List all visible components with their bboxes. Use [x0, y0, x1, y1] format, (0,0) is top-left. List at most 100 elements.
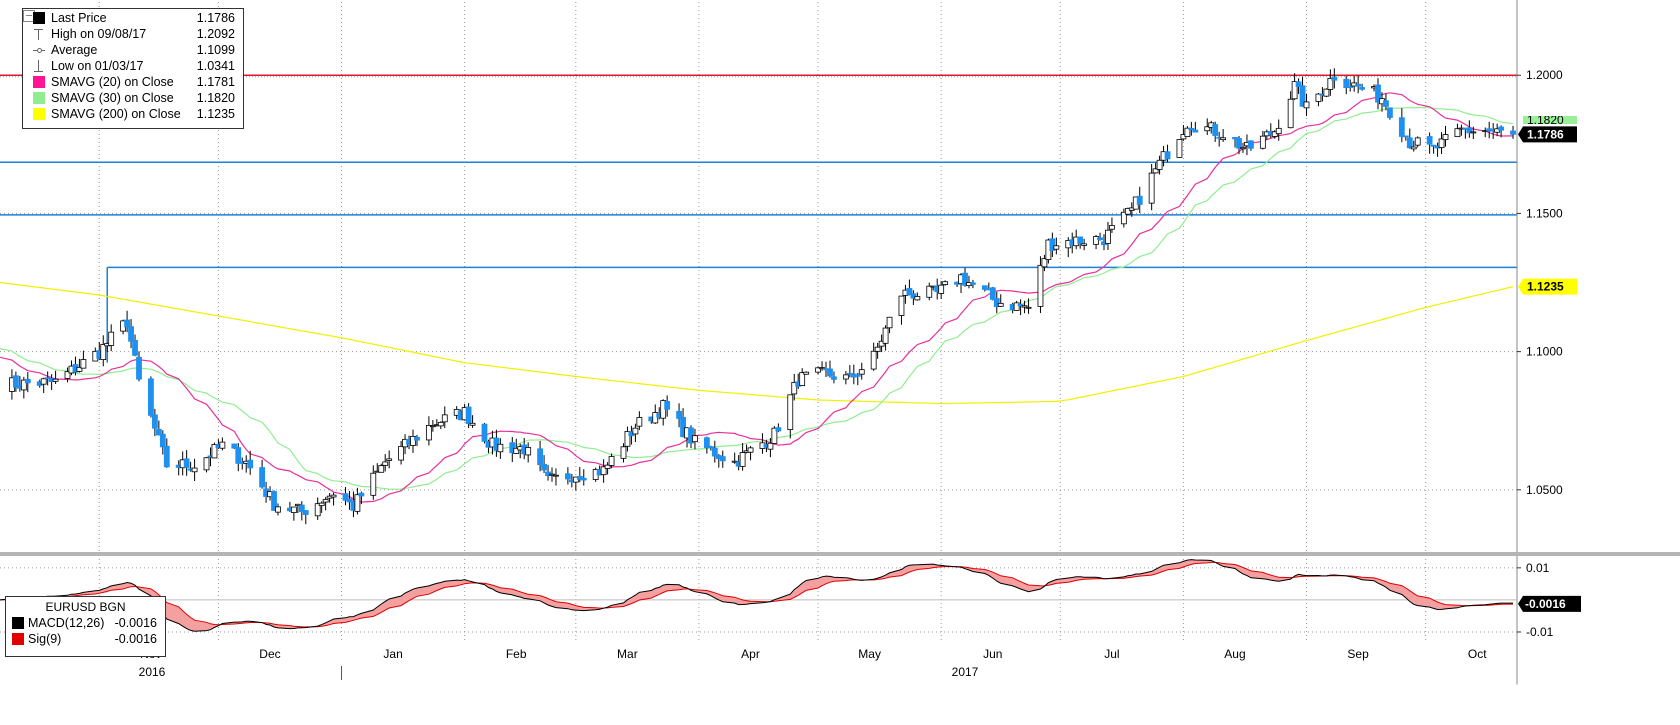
candle-down [163, 445, 170, 468]
candle-down [1510, 130, 1516, 135]
candle-down [358, 492, 365, 497]
candle-up [874, 346, 881, 352]
main-legend[interactable]: Last Price 1.1786 High on 09/08/17 1.2092 Av… [22, 8, 244, 129]
candle-up [803, 371, 810, 375]
macd-legend[interactable]: EURUSD BGN MACD(12,26) -0.0016 Sig(9) -0.00… [5, 596, 166, 657]
legend-swatch [33, 12, 45, 24]
candle-down [247, 459, 254, 469]
candle-up [40, 378, 47, 385]
candle-up [692, 435, 698, 443]
legend-row: SMAVG (200) on Close 1.1235 [23, 106, 243, 122]
candle-up [815, 367, 821, 373]
candle-up [600, 466, 607, 476]
candle-up [842, 374, 849, 380]
candle-up [437, 421, 444, 427]
candle-up [513, 447, 520, 454]
legend-label: Average [51, 43, 98, 57]
candle-down [827, 368, 833, 377]
legend-value: 1.1781 [196, 75, 235, 89]
macd-y-tick-label: 0.01 [1526, 561, 1550, 575]
candle-down [298, 504, 305, 513]
candle-up [1176, 139, 1183, 158]
macd-legend-row: MACD(12,26) -0.0016 [6, 615, 165, 631]
candle-up [767, 442, 774, 450]
candle-down [1430, 144, 1437, 147]
legend-value: -0.0016 [114, 632, 157, 646]
candle-up [1259, 135, 1266, 149]
candle-up [20, 379, 27, 391]
candle-down [537, 448, 543, 466]
candle-up [469, 422, 476, 426]
candle-down [576, 476, 583, 480]
macd-value-tag-label: -0.0016 [1525, 597, 1566, 611]
candle-up [382, 461, 389, 466]
sma30-value-tag [1523, 115, 1577, 124]
legend-swatch [12, 617, 24, 629]
candle-up [1037, 264, 1044, 307]
candle-up [1148, 172, 1155, 204]
sma30-line [0, 106, 1514, 490]
candle-up [652, 412, 659, 424]
candle-down [711, 447, 718, 457]
candle-up [1109, 225, 1115, 230]
candle-down [259, 467, 265, 488]
candle-up [1240, 147, 1246, 150]
candle-up [553, 474, 559, 477]
candle-down [906, 288, 913, 296]
candle-down [1136, 195, 1143, 205]
legend-swatch [33, 76, 45, 88]
macd-line [0, 559, 1513, 632]
candle-down [707, 446, 714, 449]
candle-up [425, 424, 432, 441]
macd-signal-fill [0, 559, 1513, 632]
price-candles [9, 68, 1516, 525]
candle-down [1383, 100, 1389, 107]
candle-up [799, 372, 806, 386]
candle-down [564, 473, 571, 480]
legend-label: SMAVG (30) on Close [51, 91, 174, 105]
candle-up [497, 443, 504, 453]
candle-up [203, 457, 210, 471]
candle-down [970, 282, 976, 285]
candle-up [878, 340, 885, 347]
sma20-line [0, 92, 1514, 503]
candle-down [124, 319, 130, 328]
candle-up [1327, 78, 1334, 90]
candle-up [378, 465, 385, 473]
legend-value: 1.1099 [196, 43, 235, 57]
x-tick-label: Feb [506, 647, 527, 661]
candle-down [183, 458, 190, 468]
candle-up [290, 506, 297, 513]
candle-up [938, 284, 945, 294]
candle-up [1271, 131, 1278, 137]
candle-up [1438, 138, 1445, 148]
x-tick-label: Mar [617, 647, 638, 661]
candle-down [342, 493, 349, 501]
candle-up [1152, 168, 1159, 174]
candle-up [604, 464, 611, 469]
legend-label: SMAVG (20) on Close [51, 75, 174, 89]
candle-down [1387, 107, 1393, 118]
candle-up [108, 331, 115, 346]
value-tag [1518, 126, 1577, 143]
candle-down [1188, 128, 1195, 131]
macd-legend-row: Sig(9) -0.0016 [6, 631, 165, 647]
legend-label: High on 09/08/17 [51, 27, 147, 41]
legend-value: -0.0016 [114, 616, 157, 630]
candle-down [910, 293, 917, 299]
candle-up [1303, 101, 1310, 109]
candle-down [1498, 126, 1505, 131]
candle-up [410, 436, 416, 446]
candle-down [1406, 137, 1413, 149]
legend-row: SMAVG (20) on Close 1.1781 [23, 74, 243, 90]
candle-up [942, 281, 949, 286]
candle-up [1093, 236, 1099, 245]
candle-up [1081, 243, 1088, 246]
candle-down [580, 477, 587, 481]
candle-down [481, 423, 488, 442]
legend-swatch [33, 92, 45, 104]
candle-down [1299, 85, 1306, 107]
candle-up [429, 425, 436, 428]
candle-down [1343, 78, 1350, 88]
